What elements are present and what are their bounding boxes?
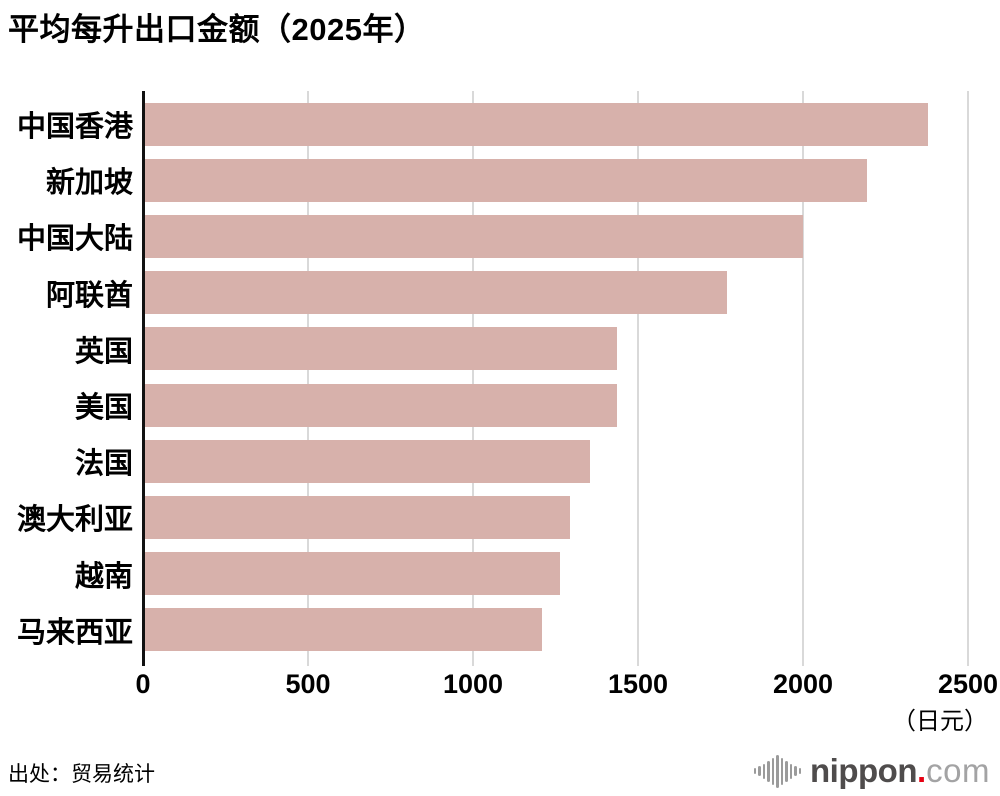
x-tick-label: 500 — [285, 669, 331, 699]
x-axis-unit-label: （日元） — [892, 708, 988, 735]
gridline — [802, 91, 804, 666]
bar — [145, 271, 727, 315]
category-label: 越南 — [74, 560, 133, 593]
category-label: 美国 — [74, 392, 133, 425]
chart-title: 平均每升出口金额（2025年） — [8, 12, 426, 47]
x-tick-label: 1500 — [607, 669, 669, 699]
logo-name: nippon — [810, 752, 917, 789]
x-tick-label: 2000 — [772, 669, 834, 699]
bar — [145, 608, 542, 652]
category-label: 澳大利亚 — [16, 504, 133, 537]
category-label: 中国大陆 — [16, 223, 133, 256]
category-label: 法国 — [74, 448, 133, 481]
bar — [145, 327, 617, 371]
category-label: 英国 — [74, 335, 133, 368]
category-label: 新加坡 — [45, 167, 133, 200]
bar — [145, 158, 867, 202]
bar — [145, 439, 590, 483]
bar — [145, 552, 560, 596]
gridline — [967, 91, 969, 666]
bar — [145, 383, 617, 427]
x-tick-label: 0 — [135, 669, 151, 699]
nippon-logo: nippon.com — [753, 751, 990, 791]
bar — [145, 496, 570, 539]
bar — [145, 215, 803, 258]
x-tick-label: 2500 — [937, 669, 999, 699]
category-label: 马来西亚 — [16, 616, 133, 649]
bar — [145, 102, 928, 146]
x-tick-label: 1000 — [442, 669, 504, 699]
logo-dot: . — [916, 752, 927, 789]
logo-wordmark: nippon.com — [810, 751, 990, 791]
gridline — [637, 91, 639, 666]
soundwave-bars-icon — [753, 754, 803, 788]
source-note: 出处：贸易统计 — [8, 763, 155, 786]
category-label: 中国香港 — [16, 111, 133, 144]
y-axis-line — [142, 91, 145, 666]
category-label: 阿联酋 — [45, 279, 133, 312]
gridline — [307, 91, 309, 666]
logo-tld: com — [926, 752, 990, 789]
gridline — [472, 91, 474, 666]
